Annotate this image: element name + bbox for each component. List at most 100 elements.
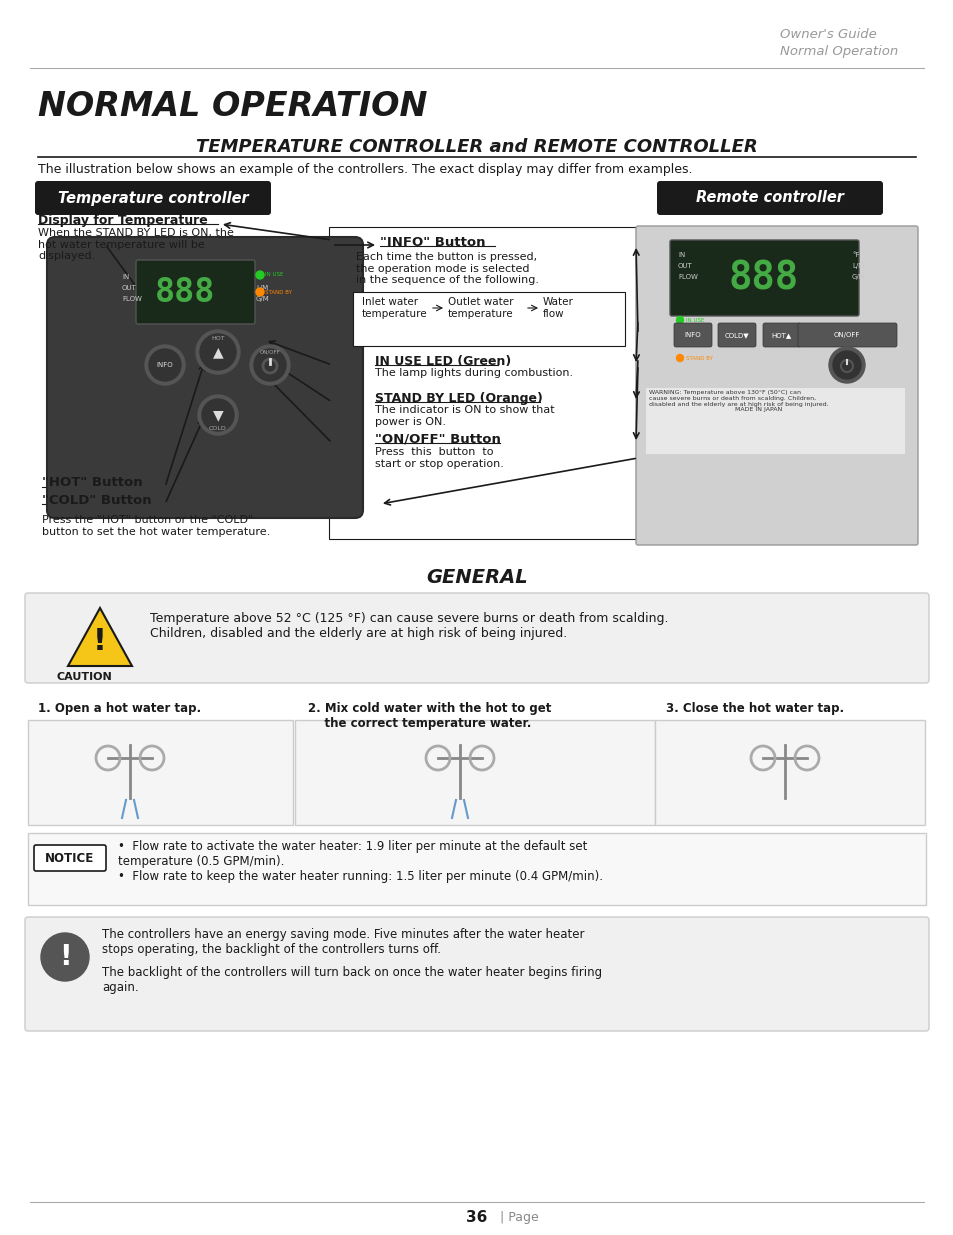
Bar <box>294 720 655 825</box>
Text: GENERAL: GENERAL <box>426 568 527 587</box>
Text: NOTICE: NOTICE <box>46 851 94 864</box>
Text: 3. Close the hot water tap.: 3. Close the hot water tap. <box>665 701 843 715</box>
Text: 888: 888 <box>154 275 215 309</box>
Text: 36: 36 <box>466 1210 487 1225</box>
Text: CAUTION: CAUTION <box>56 672 112 682</box>
Text: Outlet water
temperature: Outlet water temperature <box>448 296 513 319</box>
Text: 888: 888 <box>728 259 799 296</box>
Text: STAND BY: STAND BY <box>685 356 712 361</box>
Circle shape <box>41 932 89 981</box>
Text: °F: °F <box>255 274 263 280</box>
Circle shape <box>149 350 181 382</box>
Text: When the STAND BY LED is ON, the
hot water temperature will be
displayed.: When the STAND BY LED is ON, the hot wat… <box>38 228 233 261</box>
Circle shape <box>255 288 264 296</box>
Text: •  Flow rate to keep the water heater running: 1.5 liter per minute (0.4 GPM/min: • Flow rate to keep the water heater run… <box>118 869 602 883</box>
Text: Remote controller: Remote controller <box>696 190 843 205</box>
Text: The lamp lights during combustion.: The lamp lights during combustion. <box>375 368 573 378</box>
Text: 1. Open a hot water tap.: 1. Open a hot water tap. <box>38 701 201 715</box>
Circle shape <box>198 395 237 435</box>
Text: TEMPERATURE CONTROLLER and REMOTE CONTROLLER: TEMPERATURE CONTROLLER and REMOTE CONTRO… <box>196 138 757 156</box>
Text: OUT: OUT <box>122 285 136 291</box>
Text: HOT: HOT <box>211 336 225 341</box>
Text: INFO: INFO <box>684 332 700 338</box>
Text: G/M: G/M <box>255 296 270 303</box>
Text: Display for Temperature: Display for Temperature <box>38 214 208 227</box>
Text: WARNING: Temperature above 130°F (50°C) can
cause severe burns or death from sca: WARNING: Temperature above 130°F (50°C) … <box>648 390 828 412</box>
Text: G/M: G/M <box>851 274 864 280</box>
Text: 2. Mix cold water with the hot to get
    the correct temperature water.: 2. Mix cold water with the hot to get th… <box>308 701 551 730</box>
Text: IN: IN <box>678 252 684 258</box>
Text: ON/OFF: ON/OFF <box>833 332 860 338</box>
Text: IN: IN <box>122 274 129 280</box>
Text: IN USE: IN USE <box>685 317 703 322</box>
FancyBboxPatch shape <box>136 261 254 324</box>
FancyBboxPatch shape <box>669 240 858 316</box>
Text: L/M: L/M <box>255 285 268 291</box>
Text: STAND BY: STAND BY <box>265 289 292 294</box>
Circle shape <box>832 351 861 379</box>
FancyBboxPatch shape <box>34 845 106 871</box>
FancyBboxPatch shape <box>329 227 636 538</box>
Text: IN USE LED (Green): IN USE LED (Green) <box>375 354 511 368</box>
Text: "INFO" Button: "INFO" Button <box>379 236 485 249</box>
Circle shape <box>195 330 240 374</box>
FancyBboxPatch shape <box>657 182 882 215</box>
Text: NORMAL OPERATION: NORMAL OPERATION <box>38 90 427 124</box>
Text: Owner's Guide: Owner's Guide <box>780 28 876 41</box>
FancyBboxPatch shape <box>25 918 928 1031</box>
Text: OUT: OUT <box>678 263 692 269</box>
Bar <box>28 720 293 825</box>
Bar <box>28 832 925 905</box>
Circle shape <box>253 350 286 382</box>
Text: "HOT" Button: "HOT" Button <box>42 475 143 489</box>
Bar <box>655 720 924 825</box>
Text: Press  this  button  to
start or stop operation.: Press this button to start or stop opera… <box>375 447 503 468</box>
Circle shape <box>250 345 290 385</box>
Text: | Page: | Page <box>499 1212 538 1224</box>
Text: COLD▼: COLD▼ <box>724 332 748 338</box>
Text: HOT▲: HOT▲ <box>771 332 791 338</box>
Text: FLOW: FLOW <box>678 274 698 280</box>
Text: The controllers have an energy saving mode. Five minutes after the water heater
: The controllers have an energy saving mo… <box>102 927 584 956</box>
Text: !: ! <box>93 627 107 657</box>
FancyBboxPatch shape <box>35 182 271 215</box>
Text: ▲: ▲ <box>213 345 223 359</box>
Text: •  Flow rate to activate the water heater: 1.9 liter per minute at the default s: • Flow rate to activate the water heater… <box>118 840 587 868</box>
FancyBboxPatch shape <box>797 324 896 347</box>
FancyBboxPatch shape <box>47 237 363 517</box>
Text: Water
flow: Water flow <box>542 296 574 319</box>
Text: !: ! <box>59 944 71 971</box>
Text: ▼: ▼ <box>213 408 223 422</box>
Circle shape <box>145 345 185 385</box>
Text: "COLD" Button: "COLD" Button <box>42 494 152 508</box>
Text: IN USE: IN USE <box>265 273 283 278</box>
Text: L/M: L/M <box>851 263 863 269</box>
FancyBboxPatch shape <box>644 387 904 454</box>
FancyBboxPatch shape <box>353 291 624 346</box>
Text: °F: °F <box>851 252 859 258</box>
Circle shape <box>202 399 233 431</box>
Text: "ON/OFF" Button: "ON/OFF" Button <box>375 432 500 445</box>
Text: Each time the button is pressed,
the operation mode is selected
in the sequence : Each time the button is pressed, the ope… <box>355 252 538 285</box>
Text: COLD: COLD <box>209 426 227 431</box>
FancyBboxPatch shape <box>718 324 755 347</box>
Polygon shape <box>68 608 132 666</box>
Text: The backlight of the controllers will turn back on once the water heater begins : The backlight of the controllers will tu… <box>102 966 601 994</box>
Text: Temperature above 52 °C (125 °F) can cause severe burns or death from scalding.
: Temperature above 52 °C (125 °F) can cau… <box>150 613 668 640</box>
Text: The indicator is ON to show that
power is ON.: The indicator is ON to show that power i… <box>375 405 554 426</box>
FancyBboxPatch shape <box>673 324 711 347</box>
Circle shape <box>676 354 682 362</box>
Text: Inlet water
temperature: Inlet water temperature <box>361 296 427 319</box>
Circle shape <box>676 316 682 324</box>
Text: INFO: INFO <box>156 362 173 368</box>
Text: Temperature controller: Temperature controller <box>57 190 248 205</box>
FancyBboxPatch shape <box>636 226 917 545</box>
Circle shape <box>828 347 864 383</box>
Text: Press the "HOT" button or the "COLD"
button to set the hot water temperature.: Press the "HOT" button or the "COLD" but… <box>42 515 270 536</box>
Text: ON/OFF: ON/OFF <box>259 350 280 354</box>
Text: The illustration below shows an example of the controllers. The exact display ma: The illustration below shows an example … <box>38 163 692 177</box>
Text: Normal Operation: Normal Operation <box>780 44 898 58</box>
Text: FLOW: FLOW <box>122 296 142 303</box>
Circle shape <box>200 333 235 370</box>
Circle shape <box>255 270 264 279</box>
